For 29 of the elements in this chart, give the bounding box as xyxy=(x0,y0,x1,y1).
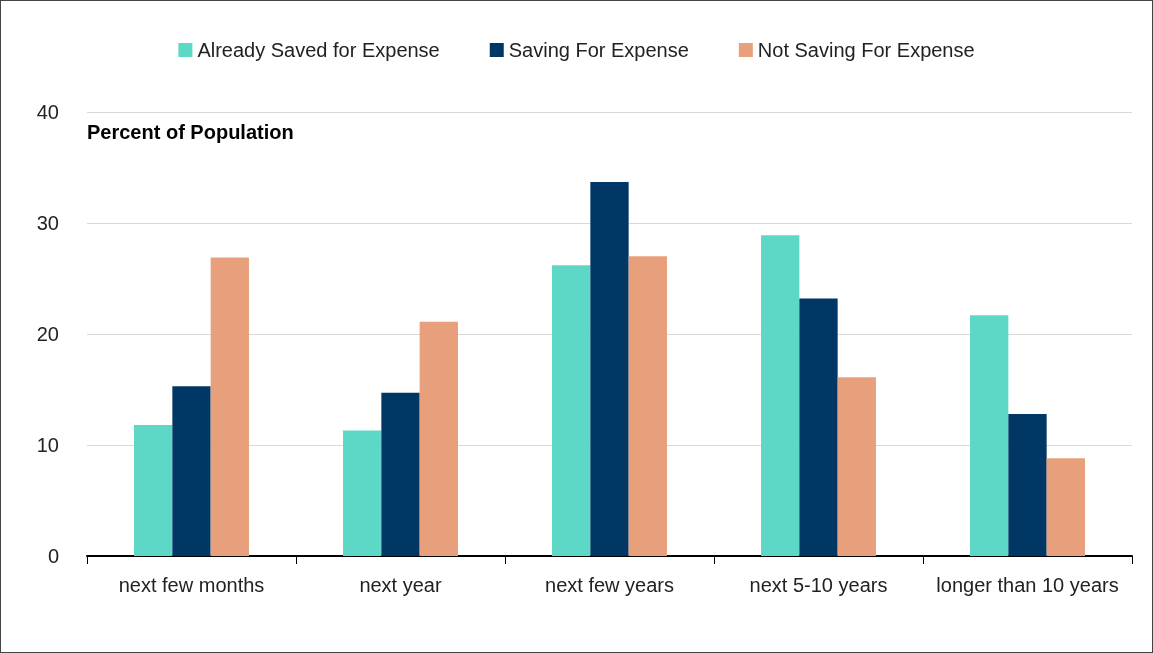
bar xyxy=(970,315,1009,556)
x-tick-label: longer than 10 years xyxy=(936,574,1119,596)
bar xyxy=(590,181,629,556)
bar xyxy=(628,256,667,556)
y-tick-label: 10 xyxy=(36,434,59,456)
bar xyxy=(799,298,838,556)
bar xyxy=(1046,458,1085,556)
legend-label: Already Saved for Expense xyxy=(197,39,440,61)
legend-label: Saving For Expense xyxy=(508,39,689,61)
bar xyxy=(419,321,458,556)
bar xyxy=(343,430,382,556)
y-tick-label: 40 xyxy=(36,101,59,123)
y-tick-label: 30 xyxy=(36,212,59,234)
y-tick-label: 0 xyxy=(47,545,59,567)
bar xyxy=(381,392,420,556)
bar xyxy=(837,377,876,556)
y-axis-title: Percent of Population xyxy=(87,121,294,143)
bar xyxy=(761,235,800,556)
x-tick-label: next 5-10 years xyxy=(749,574,888,596)
y-tick-label: 20 xyxy=(36,323,59,345)
legend-label: Not Saving For Expense xyxy=(757,39,975,61)
bar xyxy=(172,386,211,556)
bar xyxy=(552,265,591,556)
x-tick-label: next few years xyxy=(545,574,674,596)
x-tick-label: next year xyxy=(359,574,442,596)
bar xyxy=(1008,413,1047,556)
x-tick-label: next few months xyxy=(118,574,265,596)
bar xyxy=(134,425,173,556)
bar xyxy=(210,257,249,556)
